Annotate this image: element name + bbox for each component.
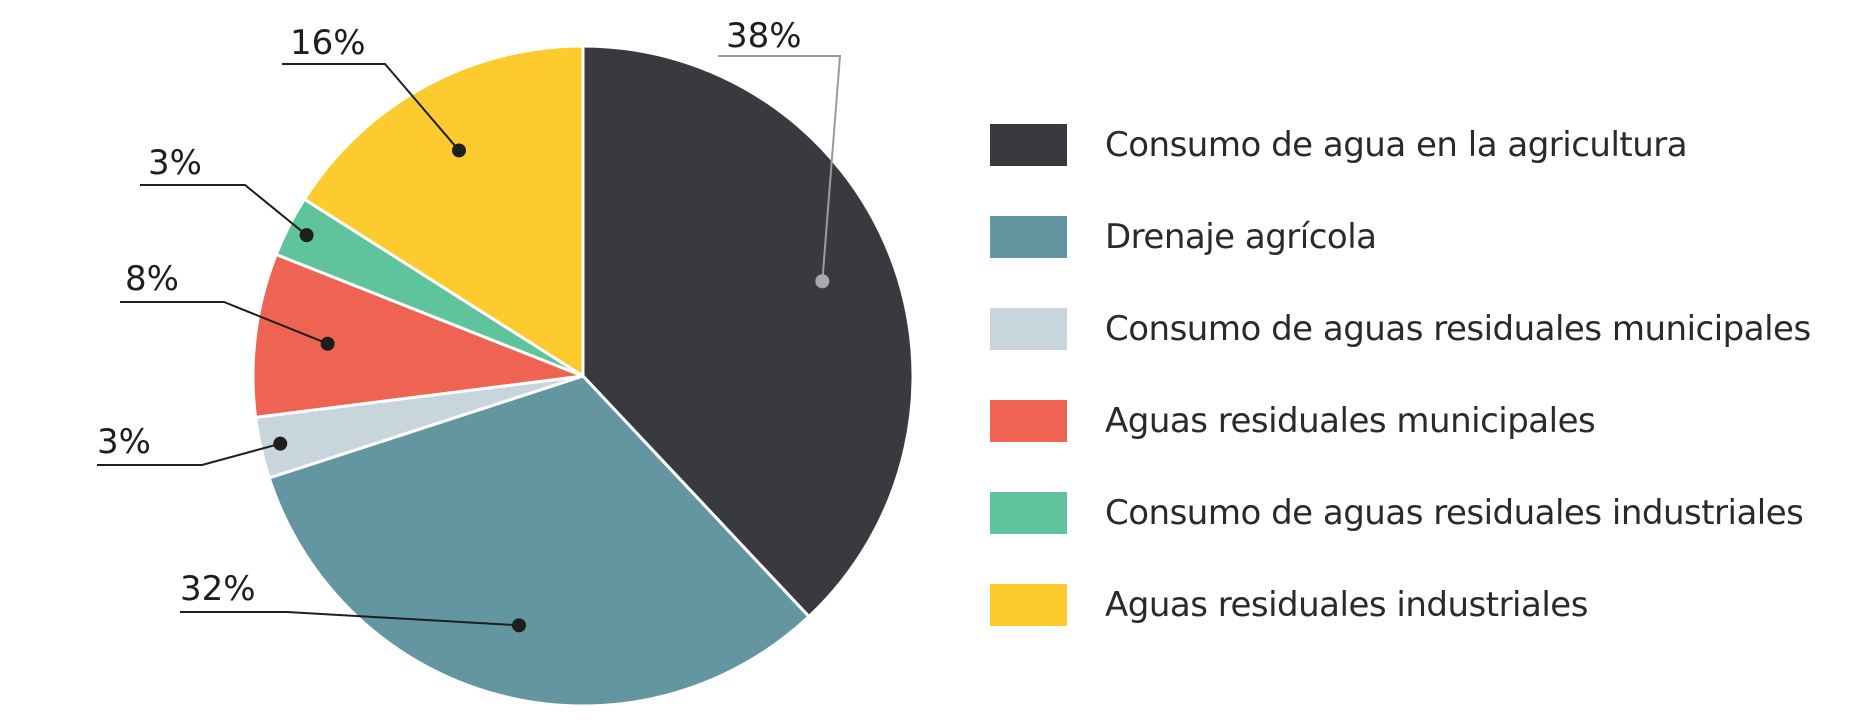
legend-label: Drenaje agrícola <box>1105 217 1377 257</box>
legend-item-consumo-de-aguas-residuales-municipales: Consumo de aguas residuales municipales <box>990 308 1811 350</box>
leader-dot-consumo-de-aguas-residuales-industriales <box>299 228 314 243</box>
legend-label: Aguas residuales municipales <box>1105 401 1596 441</box>
legend-item-consumo-de-agua-en-la-agricultura: Consumo de agua en la agricultura <box>990 124 1811 166</box>
pie-slice-aguas-residuales-industriales <box>302 44 585 378</box>
legend-label: Consumo de aguas residuales industriales <box>1105 493 1804 533</box>
legend-item-drenaje-agricola: Drenaje agrícola <box>990 216 1811 258</box>
value-label-drenaje-agricola: 32% <box>180 569 256 609</box>
legend-item-aguas-residuales-municipales: Aguas residuales municipales <box>990 400 1811 442</box>
legend-label: Aguas residuales industriales <box>1105 585 1588 625</box>
legend-item-aguas-residuales-industriales: Aguas residuales industriales <box>990 584 1811 626</box>
pie-slice-drenaje-agricola <box>267 374 811 708</box>
value-labels: 38% 32% 3% 8% 3% 16% <box>97 16 802 609</box>
leader-line-consumo-de-aguas-residuales-industriales <box>140 184 308 236</box>
leader-dot-drenaje-agricola <box>511 618 526 633</box>
leader-dot-aguas-residuales-municipales <box>320 336 335 351</box>
value-label-aguas-residuales-industriales: 16% <box>290 23 366 63</box>
value-label-consumo-de-agua-en-la-agricultura: 38% <box>726 16 802 56</box>
leader-dot-consumo-de-aguas-residuales-municipales <box>273 436 288 451</box>
leader-line-drenaje-agricola <box>180 611 520 627</box>
legend-swatch <box>990 400 1067 442</box>
legend-label: Consumo de agua en la agricultura <box>1105 125 1688 165</box>
leader-line-aguas-residuales-municipales <box>120 301 329 345</box>
callout-leaders <box>97 55 842 633</box>
legend-swatch <box>990 124 1067 166</box>
legend: Consumo de agua en la agricultura Drenaje… <box>990 124 1811 676</box>
value-label-consumo-de-aguas-residuales-municipales: 3% <box>97 422 151 462</box>
pie-slice-aguas-residuales-municipales <box>251 253 585 419</box>
value-label-aguas-residuales-municipales: 8% <box>125 259 179 299</box>
legend-swatch <box>990 584 1067 626</box>
value-label-consumo-de-aguas-residuales-industriales: 3% <box>148 143 202 183</box>
leader-dot-aguas-residuales-industriales <box>451 143 466 158</box>
legend-swatch <box>990 216 1067 258</box>
legend-swatch <box>990 308 1067 350</box>
legend-label: Consumo de aguas residuales municipales <box>1105 309 1811 349</box>
leader-dot-consumo-de-agua-en-la-agricultura <box>815 274 830 289</box>
legend-swatch <box>990 492 1067 534</box>
leader-line-aguas-residuales-industriales <box>282 63 460 152</box>
leader-line-consumo-de-agua-en-la-agricultura <box>718 55 842 282</box>
leader-line-consumo-de-aguas-residuales-municipales <box>97 442 281 466</box>
legend-item-consumo-de-aguas-residuales-industriales: Consumo de aguas residuales industriales <box>990 492 1811 534</box>
pie-slices <box>251 44 915 708</box>
